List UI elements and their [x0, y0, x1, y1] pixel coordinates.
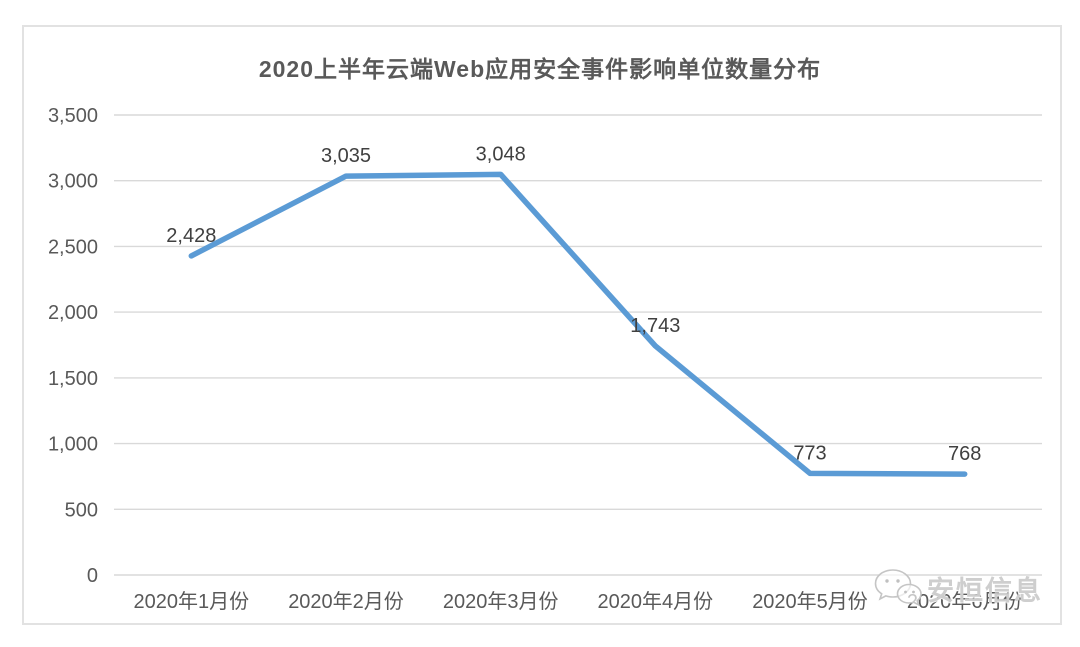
data-point-label: 773: [793, 442, 826, 464]
data-point-label: 3,048: [476, 143, 526, 165]
x-axis-tick-label: 2020年6月份: [907, 590, 1023, 613]
y-axis-tick-label: 3,500: [48, 105, 98, 127]
chart-frame: [22, 25, 1062, 625]
y-axis-tick-label: 0: [87, 565, 98, 587]
chart-title: 2020上半年云端Web应用安全事件影响单位数量分布: [258, 56, 822, 82]
y-axis-tick-label: 1,000: [48, 434, 98, 456]
data-point-label: 1,743: [630, 315, 680, 337]
x-axis-tick-label: 2020年5月份: [752, 590, 868, 613]
y-axis-tick-label: 3,000: [48, 171, 98, 193]
data-line: [188, 171, 968, 477]
y-axis-tick-label: 2,500: [48, 236, 98, 258]
x-axis-tick-label: 2020年1月份: [133, 590, 249, 613]
data-point-label: 2,428: [166, 225, 216, 247]
y-axis-tick-label: 500: [65, 499, 98, 521]
y-axis-tick-label: 1,500: [48, 368, 98, 390]
x-axis-tick-label: 2020年4月份: [597, 590, 713, 613]
x-axis-tick-label: 2020年2月份: [288, 590, 404, 613]
data-point-label: 3,035: [321, 145, 371, 167]
y-axis-tick-label: 2,000: [48, 302, 98, 324]
data-point-label: 768: [948, 443, 981, 465]
x-axis-tick-label: 2020年3月份: [443, 590, 559, 613]
